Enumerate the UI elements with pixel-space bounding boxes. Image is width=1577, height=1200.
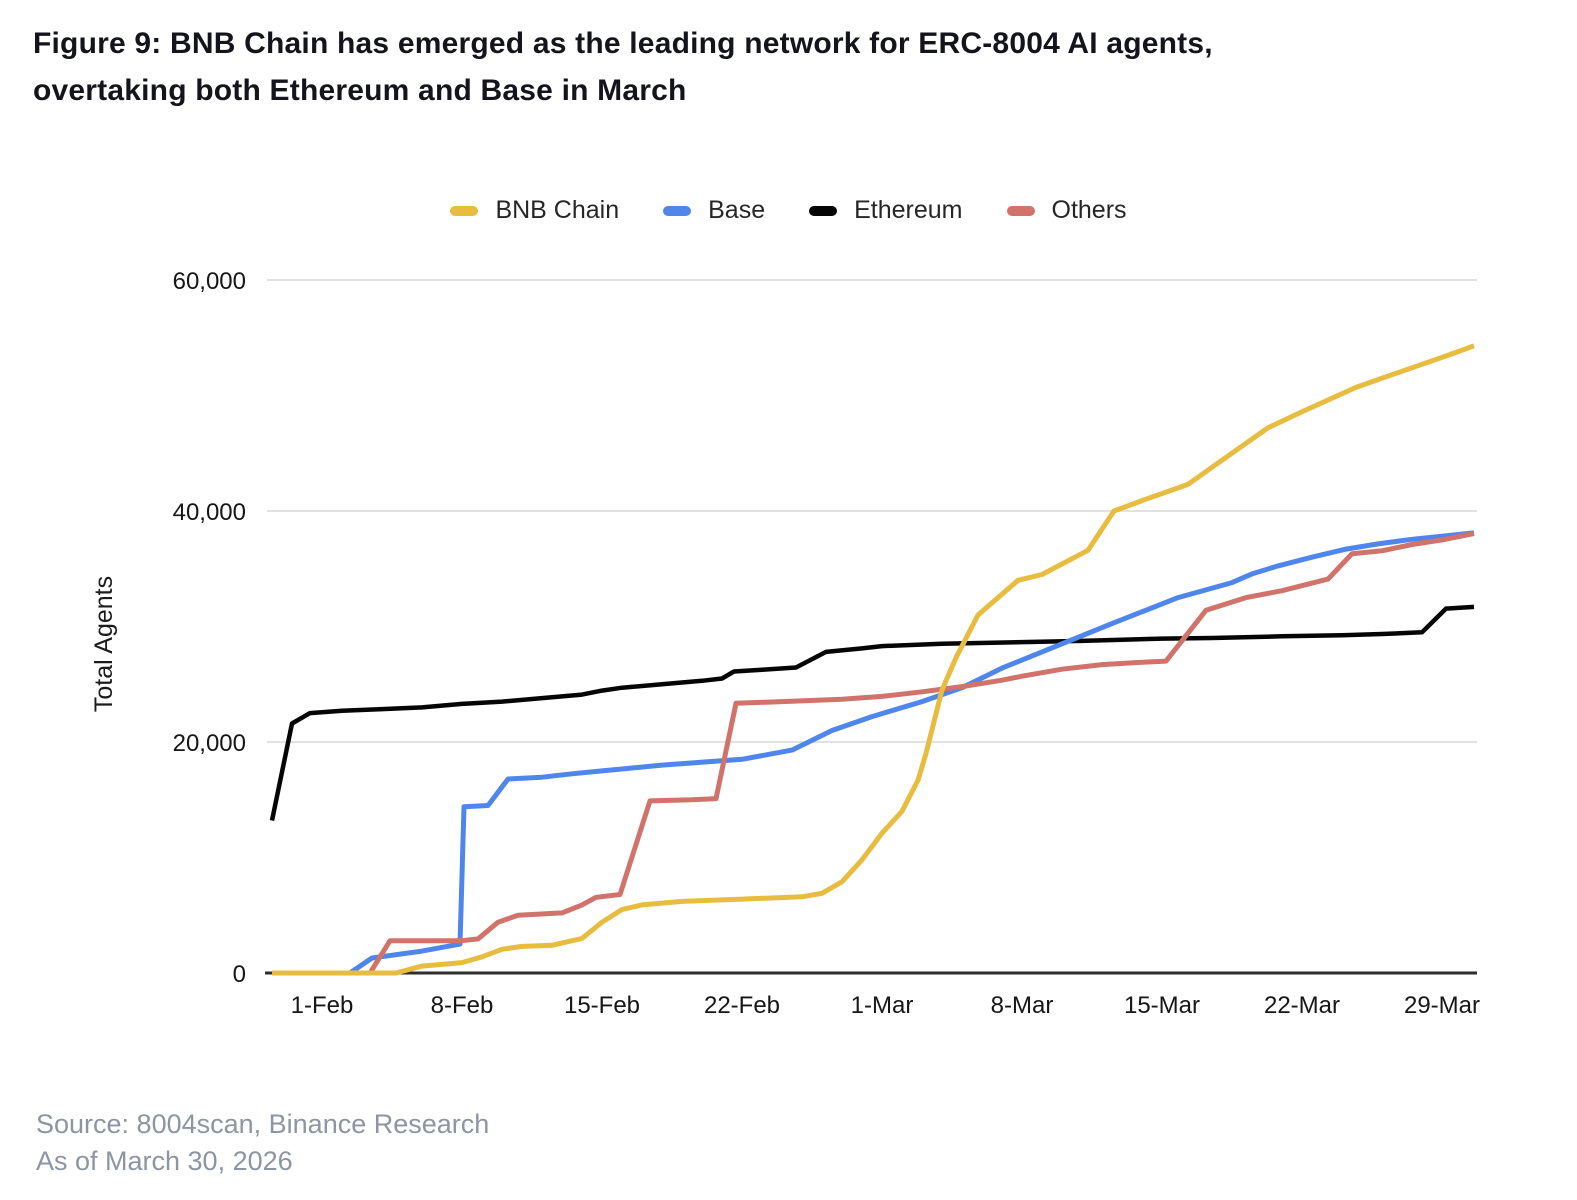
legend-item-bnb-chain: BNB Chain (450, 196, 619, 225)
y-axis-title: Total Agents (90, 576, 118, 712)
figure-title-line2: overtaking both Ethereum and Base in Mar… (33, 74, 687, 107)
legend-swatch-icon (450, 205, 479, 216)
figure-title: Figure 9: BNB Chain has emerged as the l… (33, 20, 1543, 114)
legend-swatch-icon (809, 205, 838, 216)
y-tick-label: 40,000 (173, 499, 246, 526)
x-tick-label: 1-Feb (291, 992, 354, 1019)
legend-label: Ethereum (854, 196, 963, 224)
x-tick-label: 1-Mar (851, 992, 914, 1019)
chart-legend: BNB Chain Base Ethereum Others (0, 196, 1577, 225)
legend-item-others: Others (1006, 196, 1127, 225)
legend-swatch-icon (663, 205, 692, 216)
source-line: Source: 8004scan, Binance Research (36, 1109, 490, 1139)
x-tick-label: 15-Feb (564, 992, 640, 1019)
y-tick-label: 20,000 (173, 730, 246, 757)
x-tick-label: 8-Feb (431, 992, 494, 1019)
line-bnb-chain (272, 343, 1475, 976)
figure-title-line1: Figure 9: BNB Chain has emerged as the l… (33, 27, 1213, 60)
as-of-date: As of March 30, 2026 (36, 1146, 293, 1176)
line-others (272, 531, 1475, 976)
y-tick-label: 60,000 (173, 268, 246, 295)
source-note: Source: 8004scan, Binance Research As of… (36, 1106, 489, 1180)
x-tick-label: 22-Feb (704, 992, 780, 1019)
y-tick-label: 0 (233, 961, 246, 988)
legend-item-base: Base (663, 196, 765, 225)
legend-label: Base (708, 196, 766, 224)
x-tick-label: 15-Mar (1124, 992, 1200, 1019)
x-tick-label: 29-Mar (1404, 992, 1480, 1019)
line-base (272, 530, 1475, 976)
x-tick-label: 8-Mar (991, 992, 1054, 1019)
legend-label: Others (1051, 196, 1127, 224)
x-tick-label: 22-Mar (1264, 992, 1340, 1019)
legend-swatch-icon (1006, 205, 1035, 216)
line-ethereum (269, 604, 1475, 821)
legend-label: BNB Chain (495, 196, 620, 224)
legend-item-ethereum: Ethereum (809, 196, 963, 225)
